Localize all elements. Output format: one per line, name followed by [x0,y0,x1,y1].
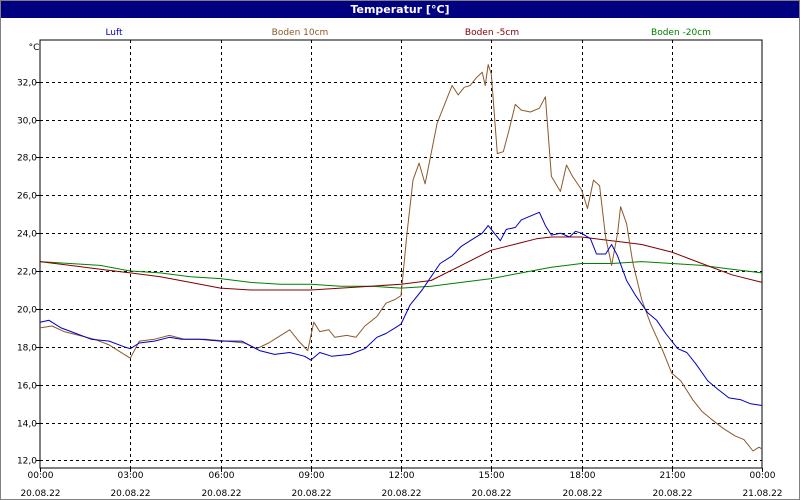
x-tick-time-label: 06:00 [209,471,235,481]
x-tick-date-label: 20.08.22 [291,489,331,499]
x-tick-date-label: 20.08.22 [652,489,692,499]
grid [40,40,762,468]
x-tick-date-label: 20.08.22 [471,489,511,499]
y-tick-label: 32,0 [17,79,37,89]
x-tick-date-label: 20.08.22 [20,489,60,499]
y-axis: 12,0 14,0 16,0 18,0 20,0 22,0 24,0 26,0 28,0 30,0… [17,79,40,467]
series-line-luft [39,211,763,406]
y-axis-unit-label: °C [29,43,40,53]
legend-item-boden-20cm: Boden -20cm [651,28,711,38]
x-tick-date-label: 20.08.22 [201,489,241,499]
x-tick-time-label: 15:00 [479,471,505,481]
legend-item-boden-10cm: Boden 10cm [272,28,329,38]
series-line-boden-20cm [39,261,763,289]
series-line-boden-10cm [39,64,763,452]
temperature-chart: Luft Boden 10cm Boden -5cm Boden -20cm °C 1… [17,28,783,499]
y-tick-label: 28,0 [17,154,37,164]
x-tick-time-label: 03:00 [118,471,144,481]
window-title: Temperatur [°C] [1,1,799,18]
series-group [39,64,763,452]
legend: Luft Boden 10cm Boden -5cm Boden -20cm [105,28,711,38]
legend-item-luft: Luft [105,28,123,38]
x-tick-date-label: 21.08.22 [742,489,782,499]
x-tick-date-label: 20.08.22 [562,489,602,499]
x-tick-time-label: 09:00 [299,471,325,481]
y-tick-label: 20,0 [17,306,37,316]
x-tick-time-label: 12:00 [389,471,415,481]
y-tick-label: 24,0 [17,230,37,240]
x-tick-time-label: 21:00 [660,471,686,481]
y-tick-label: 22,0 [17,268,37,278]
series-line-boden-5cm [39,236,763,291]
y-tick-label: 26,0 [17,192,37,202]
y-tick-label: 30,0 [17,117,37,127]
y-tick-label: 16,0 [17,382,37,392]
y-tick-label: 12,0 [17,457,37,467]
y-tick-label: 18,0 [17,344,37,354]
legend-item-boden-5cm: Boden -5cm [465,28,519,38]
x-axis: 00:00 20.08.22 03:00 20.08.22 06:00 20.08.22 0… [20,468,783,499]
plot-area [39,39,763,469]
x-tick-date-label: 20.08.22 [381,489,421,499]
x-tick-time-label: 18:00 [570,471,596,481]
y-tick-label: 14,0 [17,420,37,430]
x-tick-date-label: 20.08.22 [110,489,150,499]
x-tick-time-label: 00:00 [750,471,776,481]
x-tick-time-label: 00:00 [28,471,54,481]
